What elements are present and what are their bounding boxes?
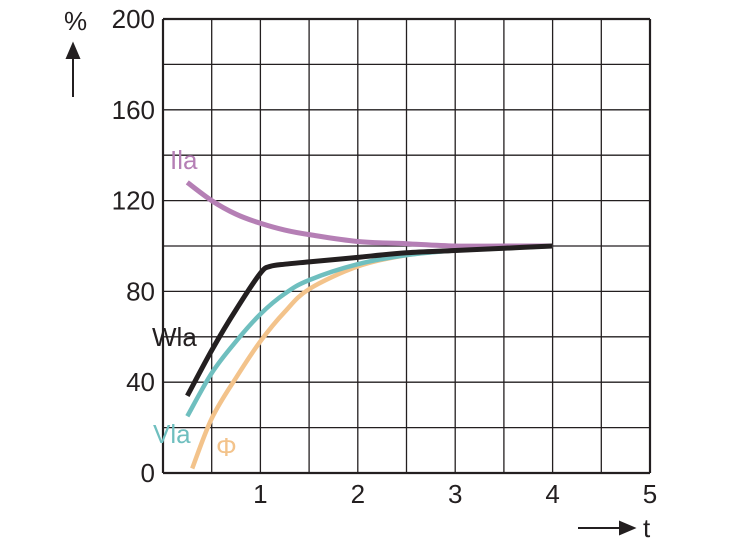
y-tick-label: 80	[126, 276, 155, 306]
x-tick-label: 1	[253, 479, 267, 509]
x-tick-label: 4	[545, 479, 559, 509]
grid	[161, 17, 652, 475]
series-line-2	[185, 243, 553, 418]
series-label-1: Wla	[152, 322, 197, 352]
y-axis-arrow-icon	[65, 41, 81, 97]
series-line-3	[190, 243, 553, 470]
series-line-1	[185, 243, 553, 397]
series-label-0: Ila	[170, 145, 198, 175]
series-labels: Ila Wla Vla Φ	[152, 145, 237, 462]
x-axis-arrow-icon	[578, 520, 637, 536]
x-tick-label: 5	[643, 479, 657, 509]
y-tick-label: 160	[112, 95, 155, 125]
y-tick-label: 0	[141, 458, 155, 488]
y-tick-label: 40	[126, 367, 155, 397]
x-axis-label: t	[643, 513, 651, 543]
y-tick-label: 200	[112, 4, 155, 34]
y-tick-label: 120	[112, 186, 155, 216]
series-label-2: Vla	[153, 419, 191, 449]
x-tick-label: 2	[351, 479, 365, 509]
series-line-0	[185, 180, 553, 249]
tick-labels: 0 40 80 120 160 200 1 2 3 4 5	[112, 4, 658, 509]
y-axis-label: %	[64, 6, 87, 36]
series-lines	[185, 180, 553, 470]
axis-labels: % t	[64, 6, 651, 543]
x-tick-label: 3	[448, 479, 462, 509]
series-label-3: Φ	[216, 432, 237, 462]
